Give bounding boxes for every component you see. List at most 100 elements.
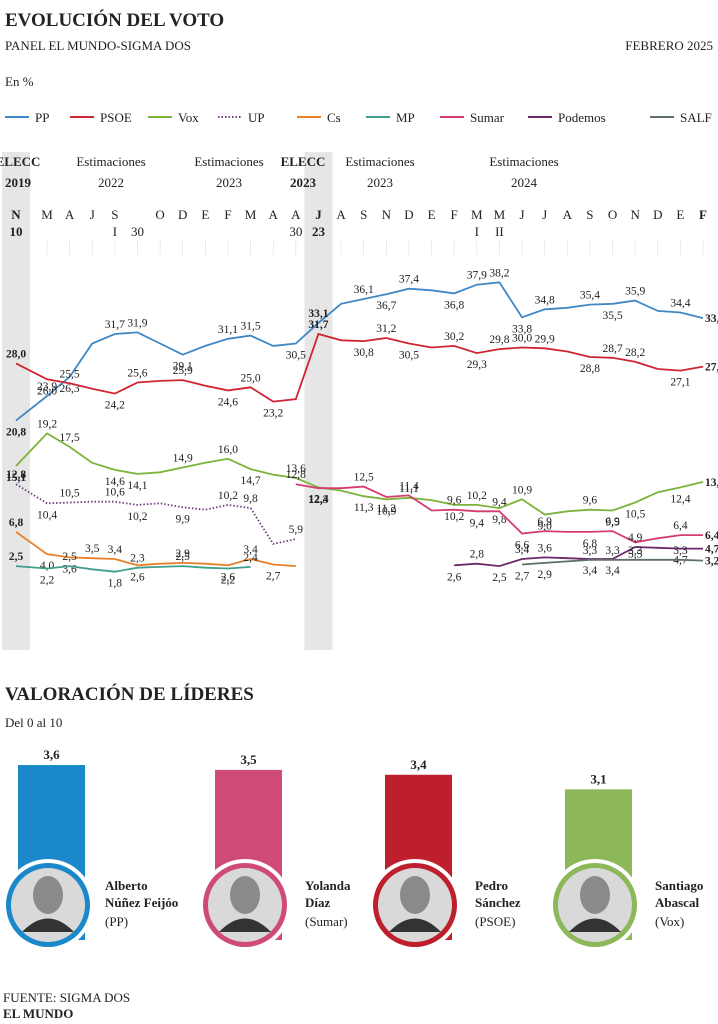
x-tick-label: A [336, 207, 346, 222]
value-label: 9,8 [243, 493, 258, 505]
value-label: 31,7 [308, 319, 328, 331]
x-tick-label: M [494, 207, 506, 222]
x-tick-label: S [111, 207, 118, 222]
series-line [15, 531, 296, 567]
value-label: 24,2 [105, 400, 125, 412]
value-label: 10,6 [105, 487, 125, 499]
value-label: 33,8 [512, 323, 532, 335]
leader-name: Santiago [655, 878, 703, 893]
x-tick-label: A [65, 207, 75, 222]
leader-name: Pedro [475, 878, 508, 893]
value-label: 30,8 [354, 347, 374, 359]
period-year: 2023 [367, 175, 393, 190]
leader-party: (PP) [105, 914, 128, 929]
value-label: 5,5 [628, 548, 643, 560]
x-tick-label: J [520, 207, 525, 222]
value-label: 1,8 [108, 578, 123, 590]
value-label: 30,5 [286, 350, 306, 362]
value-label: 3,4 [605, 565, 620, 577]
value-label: 25,6 [127, 367, 147, 379]
value-label: 35,5 [602, 310, 622, 322]
legend-label: Podemos [558, 110, 606, 125]
value-label: 12,3 [308, 494, 328, 506]
value-label: 10,2 [467, 490, 487, 502]
value-label: 2,8 [470, 549, 485, 561]
value-label: 29,9 [535, 333, 555, 345]
value-label: 11,4 [399, 480, 419, 492]
period-label: ELECC [0, 154, 40, 169]
value-label: 2,7 [515, 571, 530, 583]
value-label: 34,4 [670, 298, 690, 310]
value-label: 10,5 [60, 488, 80, 500]
x-sublabel: 23 [312, 224, 326, 239]
x-tick-label: M [471, 207, 483, 222]
value-label: 3,6 [62, 563, 77, 575]
subtitle: Del 0 al 10 [5, 715, 62, 730]
value-label: 35,9 [625, 286, 645, 298]
value-label: 9,9 [176, 513, 191, 525]
portrait-shoulders [389, 918, 441, 932]
chart-title: EVOLUCIÓN DEL VOTO [5, 9, 224, 31]
value-label: 10,9 [376, 505, 396, 517]
value-label: 30,0 [512, 333, 532, 345]
series-line [15, 483, 296, 545]
value-label: 6,4 [673, 520, 688, 532]
value-label: 38,2 [489, 267, 509, 279]
leader-name: Yolanda [305, 878, 351, 893]
value-label: 14,6 [105, 476, 125, 488]
period-label: Estimaciones [194, 154, 263, 169]
value-label: 11,3 [354, 502, 374, 514]
value-label: 16,0 [218, 444, 238, 456]
x-tick-label: M [41, 207, 53, 222]
x-sublabel: I [113, 224, 117, 239]
x-tick-label: N [382, 207, 392, 222]
value-label: 29,1 [173, 361, 193, 373]
period-label: Estimaciones [489, 154, 558, 169]
value-label: 36,7 [376, 300, 396, 312]
value-label: 6,8 [583, 538, 598, 550]
value-label: 9,5 [605, 516, 620, 528]
value-label: 10,2 [218, 490, 238, 502]
series-line [15, 281, 704, 422]
value-label: 12,8 [286, 469, 306, 481]
value-label: 9,4 [470, 517, 485, 529]
x-sublabel: I [475, 224, 479, 239]
period-label: ELECC [281, 154, 326, 169]
value-label: 4,9 [628, 532, 643, 544]
x-tick-label: F [224, 207, 231, 222]
value-label: 2,3 [130, 553, 145, 565]
series-line [15, 432, 704, 516]
value-label: 31,7 [105, 319, 125, 331]
portrait-shoulders [219, 918, 271, 932]
portrait-head [400, 876, 430, 914]
value-label: 28,0 [6, 348, 26, 360]
x-tick-label: D [653, 207, 662, 222]
source: FUENTE: SIGMA DOS [3, 990, 130, 1005]
x-tick-label: M [245, 207, 257, 222]
value-label: 25,9 [173, 365, 193, 377]
value-label: 36,8 [444, 299, 464, 311]
value-label: 31,1 [218, 324, 238, 336]
legend-label: UP [248, 110, 265, 125]
period-year: 2023 [290, 175, 317, 190]
value-label: 5,9 [289, 524, 304, 536]
x-tick-label: J [542, 207, 547, 222]
leader-party: (Sumar) [305, 914, 348, 929]
x-tick-label: E [201, 207, 209, 222]
value-label: 3,2 [705, 556, 718, 568]
value-label: 34,8 [535, 294, 555, 306]
value-label: 2,2 [40, 575, 55, 587]
value-label: 14,9 [173, 453, 193, 465]
x-tick-label: S [360, 207, 367, 222]
leader-party: (Vox) [655, 914, 684, 929]
x-tick-label: A [563, 207, 573, 222]
series-line [521, 558, 704, 566]
value-label: 3,1 [590, 771, 606, 786]
leader-name: Sánchez [475, 895, 521, 910]
value-label: 15,1 [6, 472, 26, 484]
value-label: 4,0 [40, 560, 55, 572]
value-label: 3,6 [537, 542, 552, 554]
value-label: 9,6 [447, 495, 462, 507]
value-label: 3,5 [240, 752, 257, 767]
period-year: 2024 [511, 175, 538, 190]
